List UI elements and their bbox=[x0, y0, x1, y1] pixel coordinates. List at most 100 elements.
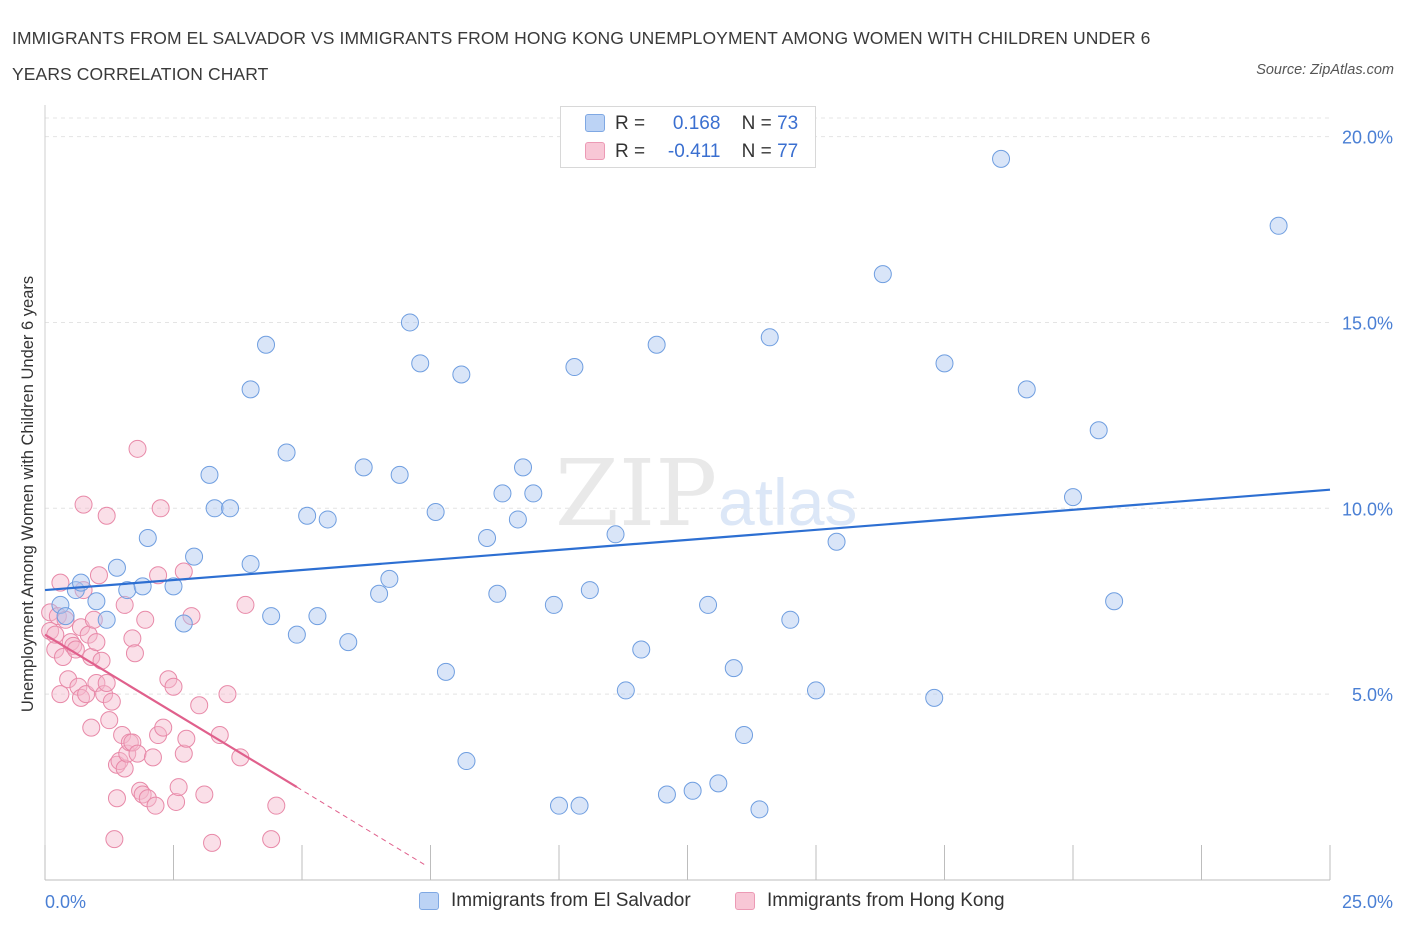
el-salvador-point bbox=[164, 577, 183, 596]
hong-kong-point bbox=[146, 796, 165, 815]
hong-kong-point bbox=[66, 640, 85, 659]
hong-kong-point bbox=[128, 744, 147, 763]
el-salvador-point bbox=[807, 681, 825, 700]
hong-kong-point bbox=[51, 685, 70, 704]
hong-kong-point bbox=[218, 685, 237, 704]
el-salvador-point bbox=[400, 313, 419, 332]
hong-kong-point bbox=[92, 651, 111, 670]
bottom-legend-swatch-blue bbox=[419, 892, 439, 910]
bottom-legend-label: Immigrants from Hong Kong bbox=[767, 890, 1005, 911]
el-salvador-point bbox=[298, 506, 317, 525]
x-tick-label-max: 25.0% bbox=[1342, 892, 1393, 912]
el-salvador-points bbox=[51, 149, 1288, 819]
bottom-legend-swatch-pink bbox=[735, 892, 755, 910]
legend-n-value: 77 bbox=[777, 141, 799, 162]
hong-kong-point bbox=[164, 677, 183, 696]
el-salvador-point bbox=[339, 633, 358, 652]
bottom-legend-hong-kong: Immigrants from Hong Kong bbox=[735, 888, 1005, 914]
hong-kong-point bbox=[84, 610, 103, 629]
hong-kong-point bbox=[69, 677, 88, 696]
el-salvador-point bbox=[632, 640, 651, 659]
el-salvador-point bbox=[724, 659, 743, 678]
el-salvador-point bbox=[241, 555, 260, 574]
hong-kong-point bbox=[123, 733, 142, 752]
hong-kong-point bbox=[107, 789, 126, 808]
axes bbox=[44, 105, 1331, 881]
watermark: ZIP atlas bbox=[555, 440, 857, 547]
el-salvador-point bbox=[241, 380, 260, 399]
hong-kong-point bbox=[51, 573, 70, 592]
hong-kong-point bbox=[118, 744, 137, 763]
hong-kong-point bbox=[77, 685, 96, 704]
el-salvador-point bbox=[508, 510, 527, 529]
el-salvador-point bbox=[380, 569, 399, 588]
hong-kong-point bbox=[236, 595, 255, 614]
tick-labels: 5.0% 10.0% 15.0% 20.0% 0.0% 25.0% bbox=[45, 128, 1393, 912]
hong-kong-point bbox=[89, 566, 108, 585]
hong-kong-trend-line bbox=[44, 633, 298, 789]
legend-r-label: R = bbox=[615, 113, 646, 134]
el-salvador-point bbox=[262, 607, 281, 626]
legend-r-label: R = bbox=[615, 141, 646, 162]
el-salvador-point bbox=[221, 499, 240, 518]
hong-kong-point bbox=[195, 785, 214, 804]
hong-kong-point bbox=[102, 692, 121, 711]
el-salvador-point bbox=[493, 484, 512, 503]
el-salvador-point bbox=[257, 335, 276, 354]
el-salvador-point bbox=[925, 688, 944, 707]
el-salvador-point bbox=[524, 484, 543, 503]
el-salvador-point bbox=[133, 577, 152, 596]
y-tick-label: 5.0% bbox=[1352, 685, 1393, 705]
source-label: Source: ZipAtlas.com bbox=[1256, 62, 1394, 78]
el-salvador-point bbox=[452, 365, 471, 384]
el-salvador-point bbox=[647, 335, 666, 354]
hong-kong-point bbox=[74, 495, 93, 514]
el-salvador-point bbox=[760, 328, 779, 347]
el-salvador-point bbox=[87, 592, 106, 611]
el-salvador-point bbox=[390, 465, 409, 484]
el-salvador-point bbox=[699, 595, 718, 614]
el-salvador-point bbox=[277, 443, 296, 462]
el-salvador-point bbox=[1105, 592, 1124, 611]
hong-kong-point bbox=[95, 685, 114, 704]
hong-kong-point bbox=[154, 718, 173, 737]
el-salvador-point bbox=[118, 581, 137, 600]
el-salvador-point bbox=[478, 529, 497, 548]
hong-kong-point bbox=[97, 506, 116, 525]
bottom-legend-el-salvador: Immigrants from El Salvador bbox=[419, 888, 691, 914]
el-salvador-point bbox=[411, 354, 430, 373]
legend-r-value: 0.168 bbox=[672, 113, 721, 134]
el-salvador-point bbox=[550, 796, 568, 815]
hong-kong-point bbox=[105, 830, 124, 849]
el-salvador-point bbox=[616, 681, 635, 700]
el-salvador-point bbox=[318, 510, 337, 529]
hong-kong-point bbox=[203, 833, 222, 852]
watermark-zip: ZIP bbox=[555, 440, 717, 547]
correlation-legend: R = 0.168 N = 73 R = -0.411 N = 77 bbox=[560, 106, 816, 168]
hong-kong-point bbox=[100, 711, 119, 730]
y-tick-label: 10.0% bbox=[1342, 499, 1393, 519]
el-salvador-point bbox=[935, 354, 954, 373]
el-salvador-trend-line bbox=[44, 488, 1331, 592]
el-salvador-point bbox=[107, 558, 126, 577]
legend-n-label: N = bbox=[741, 113, 772, 134]
el-salvador-point bbox=[992, 149, 1011, 168]
hong-kong-point bbox=[143, 748, 162, 767]
el-salvador-point bbox=[308, 607, 327, 626]
el-salvador-point bbox=[565, 358, 584, 377]
legend-r-value: -0.411 bbox=[667, 141, 721, 162]
el-salvador-point bbox=[436, 662, 455, 681]
y-axis-label: Unemployment Among Women with Children U… bbox=[19, 276, 37, 712]
watermark-atlas: atlas bbox=[718, 465, 857, 539]
el-salvador-point bbox=[370, 584, 389, 603]
legend-swatch-pink bbox=[585, 142, 605, 160]
el-salvador-point bbox=[709, 774, 728, 793]
hong-kong-point bbox=[138, 789, 157, 808]
el-salvador-point bbox=[138, 529, 157, 548]
legend-n-value: 73 bbox=[777, 113, 799, 134]
el-salvador-point bbox=[426, 503, 445, 522]
hong-kong-point bbox=[128, 439, 147, 458]
el-salvador-point bbox=[174, 614, 193, 633]
el-salvador-point bbox=[1089, 421, 1108, 440]
